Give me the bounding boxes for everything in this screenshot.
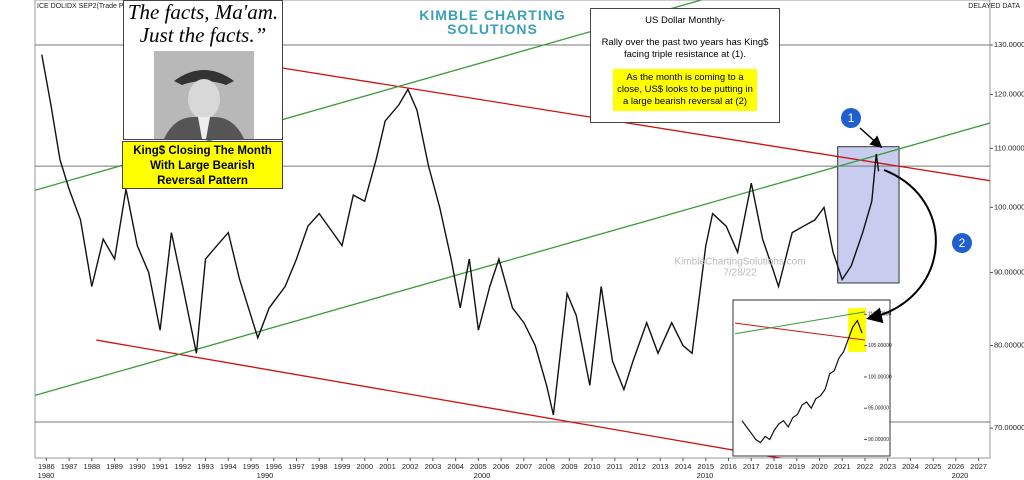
- logo-line: KIMBLE CHARTING: [419, 7, 566, 23]
- x-tick-label: 2007: [516, 462, 533, 471]
- x-tick-label: 2005: [470, 462, 487, 471]
- logo-line: SOLUTIONS: [447, 21, 538, 37]
- decade-label: 1990: [257, 471, 274, 480]
- x-tick-label: 1993: [197, 462, 214, 471]
- quote-line: The facts, Ma'am.: [127, 0, 279, 24]
- x-tick-label: 2020: [811, 462, 828, 471]
- x-tick-label: 1996: [265, 462, 282, 471]
- marker-label: 2: [959, 236, 966, 250]
- x-tick-label: 2019: [788, 462, 805, 471]
- x-tick-label: 2000: [356, 462, 373, 471]
- status: DELAYED DATA: [968, 3, 1020, 10]
- inset-y-tick-label: 90.00000: [868, 437, 889, 443]
- x-tick-label: 2025: [925, 462, 942, 471]
- quote-box: The facts, Ma'am. Just the facts.”: [123, 0, 283, 140]
- x-tick-label: 1988: [84, 462, 101, 471]
- x-tick-label: 2010: [584, 462, 601, 471]
- inset-trend-line: [734, 311, 866, 335]
- x-tick-label: 2001: [379, 462, 396, 471]
- x-tick-label: 2023: [879, 462, 896, 471]
- inset-highlight: [848, 308, 866, 352]
- date: 7/28/22: [723, 268, 757, 279]
- x-tick-label: 1986: [38, 462, 55, 471]
- inset-line: [741, 319, 863, 444]
- decade-label: 1980: [38, 471, 55, 480]
- decade-label: 2010: [697, 471, 714, 480]
- x-tick-label: 2016: [720, 462, 737, 471]
- x-tick-label: 1994: [220, 462, 237, 471]
- x-tick-label: 2009: [561, 462, 578, 471]
- photo: [154, 51, 254, 139]
- arrow: [859, 127, 883, 149]
- y-tick-label: 100.00000: [994, 202, 1024, 211]
- x-tick-label: 1987: [61, 462, 78, 471]
- y-tick-label: 120.00000: [994, 90, 1024, 99]
- inset-y-tick-label: 95.00000: [868, 406, 889, 412]
- y-tick-label: 90.00000: [994, 268, 1024, 277]
- x-tick-label: 1999: [334, 462, 351, 471]
- x-tick-label: 2013: [652, 462, 669, 471]
- decade-label: 2000: [474, 471, 491, 480]
- logo: KIMBLE CHARTING SOLUTIONS: [410, 8, 575, 36]
- x-tick-label: 2012: [629, 462, 646, 471]
- x-tick-label: 2004: [447, 462, 464, 471]
- x-tick-label: 2008: [538, 462, 555, 471]
- trend-line: [96, 339, 783, 458]
- x-tick-label: 2002: [402, 462, 419, 471]
- x-tick-label: 2022: [857, 462, 874, 471]
- note-box: US Dollar Monthly- Rally over the past t…: [590, 8, 780, 123]
- inset-frame: [732, 299, 891, 457]
- quote-line: Just the facts.”: [139, 23, 267, 47]
- x-tick-label: 2011: [607, 462, 623, 471]
- y-tick-label: 70.00000: [994, 423, 1024, 432]
- x-tick-label: 1995: [243, 462, 260, 471]
- x-tick-label: 2017: [743, 462, 760, 471]
- y-tick-label: 110.00000: [994, 143, 1024, 152]
- x-tick-label: 2021: [834, 462, 851, 471]
- note-highlight: As the month is coming to a close, US$ l…: [613, 69, 757, 111]
- x-tick-label: 1997: [288, 462, 305, 471]
- x-tick-label: 2006: [493, 462, 510, 471]
- x-tick-label: 1991: [152, 462, 169, 471]
- x-tick-label: 2014: [675, 462, 692, 471]
- arrow: [866, 169, 937, 324]
- marker-label: 1: [848, 111, 855, 125]
- x-tick-label: 1998: [311, 462, 328, 471]
- inset-trend-line: [734, 322, 866, 341]
- note-text: Rally over the past two years has King$ …: [601, 37, 769, 60]
- inset-y-tick-label: 105.00000: [868, 343, 892, 349]
- x-tick-label: 2003: [425, 462, 442, 471]
- price-line: [41, 54, 880, 416]
- x-tick-label: 2024: [902, 462, 919, 471]
- note-heading: US Dollar Monthly-: [645, 15, 725, 26]
- watermark: KimbleChartingSolutions.com: [674, 257, 805, 268]
- marker-circle: [841, 108, 861, 128]
- y-tick-label: 80.00000: [994, 340, 1024, 349]
- x-tick-label: 2026: [948, 462, 965, 471]
- trend-line: [35, 122, 990, 397]
- caption: King$ Closing The Month With Large Beari…: [122, 141, 283, 189]
- x-tick-label: 2027: [970, 462, 987, 471]
- x-tick-label: 2015: [697, 462, 714, 471]
- y-tick-label: 130.00000: [994, 40, 1024, 49]
- x-tick-label: 1989: [106, 462, 123, 471]
- inset-y-tick-label: 100.00000: [868, 374, 892, 380]
- x-tick-label: 1990: [129, 462, 146, 471]
- decade-label: 2020: [952, 471, 969, 480]
- x-tick-label: 1992: [174, 462, 191, 471]
- marker-circle: [952, 233, 972, 253]
- x-tick-label: 2018: [766, 462, 783, 471]
- chart-title: ICE DOLIDX SEP2(Trade Price) (104.517): [37, 3, 169, 10]
